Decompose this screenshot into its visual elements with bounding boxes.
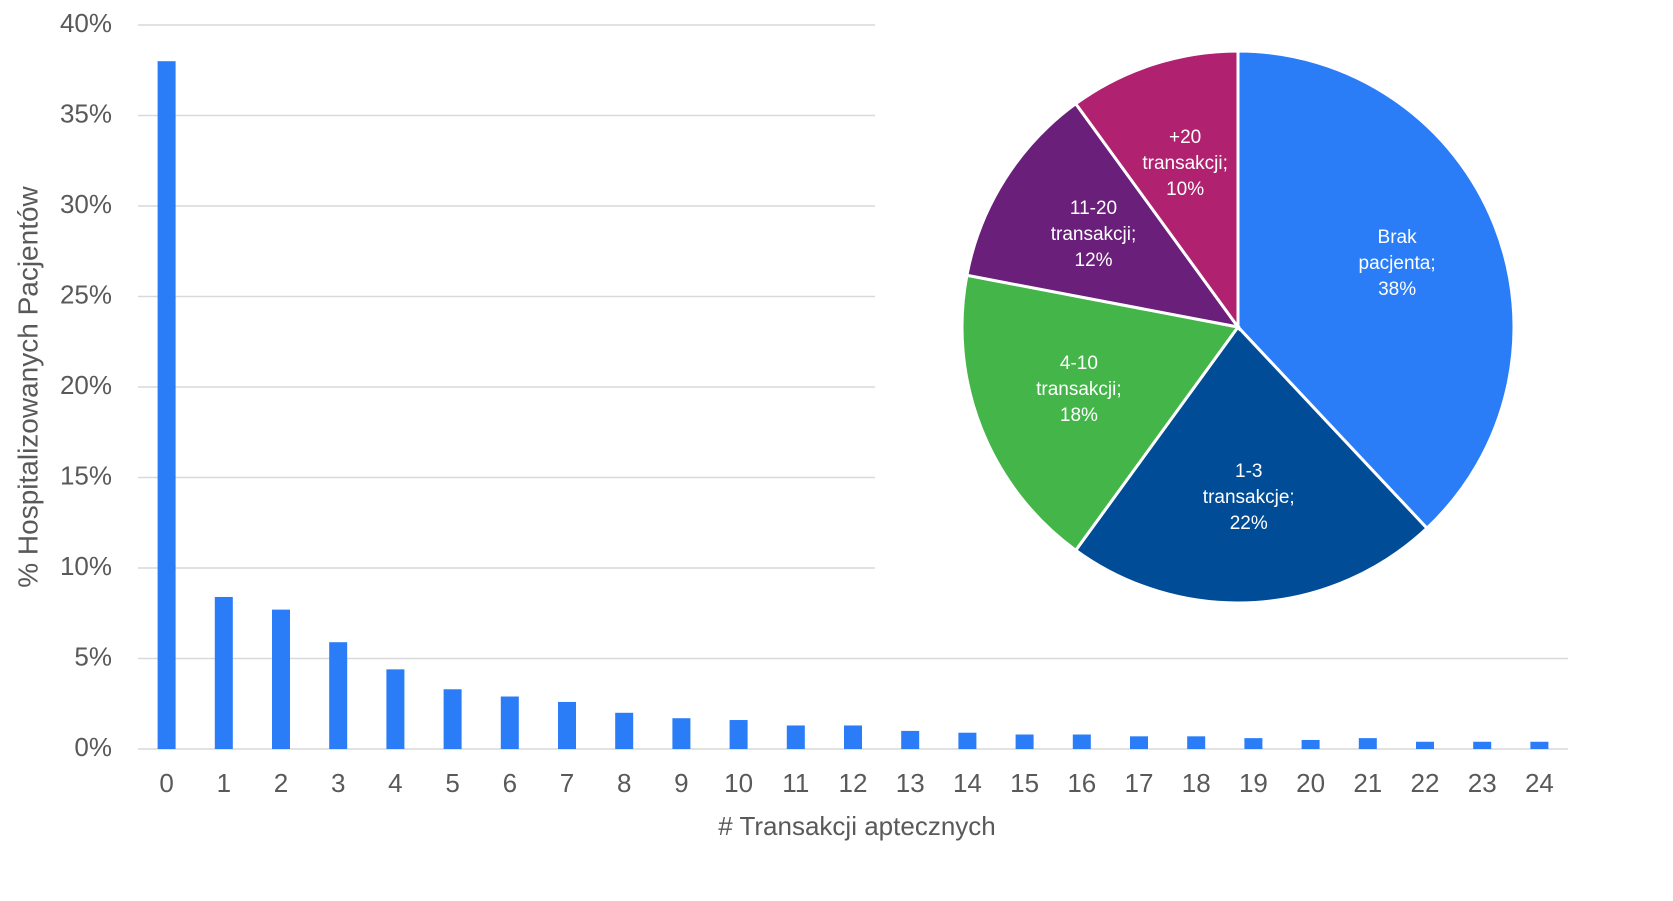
bar	[1015, 734, 1034, 749]
x-tick-label: 19	[1239, 768, 1268, 798]
bar	[901, 730, 920, 749]
bar	[272, 609, 290, 749]
bar	[786, 725, 805, 749]
x-tick-label: 1	[217, 768, 231, 798]
x-tick-label: 10	[724, 768, 753, 798]
y-axis-title: % Hospitalizowanych Pacjentów	[12, 185, 43, 587]
x-tick-label: 18	[1182, 768, 1211, 798]
slice-name: +20 transakcji;	[1142, 127, 1228, 175]
bar	[1072, 734, 1091, 749]
x-tick-label: 22	[1411, 768, 1440, 798]
y-tick-label: 15%	[60, 460, 112, 490]
bar	[443, 689, 462, 749]
y-tick-label: 40%	[60, 8, 112, 38]
bar	[844, 725, 862, 749]
pie-slice	[960, 273, 1241, 553]
bar	[1187, 736, 1206, 749]
slice-value: 10%	[1166, 179, 1205, 201]
bar	[672, 718, 691, 749]
x-tick-label: 3	[331, 768, 345, 798]
slice-label: 1-3 transakcje; 22%	[1194, 459, 1304, 537]
x-tick-label: 8	[617, 768, 631, 798]
x-tick-label: 12	[839, 768, 868, 798]
y-tick-label: 20%	[60, 370, 112, 400]
slice-name: Brak pacjenta;	[1358, 227, 1436, 274]
x-tick-label: 13	[896, 768, 925, 798]
bar	[500, 696, 519, 749]
x-tick-label: 7	[560, 768, 574, 798]
slice-label: +20 transakcji; 10%	[1130, 125, 1240, 203]
x-tick-label: 6	[503, 768, 517, 798]
pie-slice	[1236, 49, 1516, 531]
y-tick-label: 5%	[74, 641, 112, 671]
pie-slice	[1073, 324, 1430, 605]
slice-label: 4-10 transakcji; 18%	[1024, 351, 1134, 429]
x-tick-label: 0	[159, 768, 173, 798]
pie-slice	[1073, 49, 1240, 332]
slice-value: 22%	[1229, 512, 1268, 534]
y-tick-label: 30%	[60, 189, 112, 219]
x-tick-label: 5	[445, 768, 459, 798]
slice-value: 12%	[1074, 250, 1113, 272]
slice-name: 4-10 transakcji;	[1036, 352, 1122, 400]
bar	[214, 596, 233, 749]
slice-value: 38%	[1378, 279, 1417, 300]
x-tick-label: 14	[953, 768, 982, 798]
x-tick-label: 16	[1067, 768, 1096, 798]
bar	[386, 669, 405, 749]
slice-name: 1-3 transakcje;	[1202, 460, 1295, 508]
bar	[1130, 736, 1148, 749]
slice-label: Brak pacjenta; 38%	[1342, 225, 1452, 303]
slice-label: 11-20 transakcji; 12%	[1039, 196, 1149, 274]
x-tick-label: 9	[674, 768, 688, 798]
x-tick-label: 17	[1125, 768, 1154, 798]
bar	[1301, 739, 1320, 749]
x-axis-title: # Transakcji aptecznych	[718, 811, 995, 841]
bar	[558, 701, 576, 749]
bar	[1358, 738, 1377, 749]
x-tick-label: 15	[1010, 768, 1039, 798]
y-tick-label: 0%	[74, 732, 112, 762]
bar	[1473, 741, 1492, 749]
bar	[729, 720, 748, 749]
bar	[157, 61, 176, 749]
x-tick-label: 4	[388, 768, 402, 798]
bar	[1530, 741, 1549, 749]
x-tick-label: 2	[274, 768, 288, 798]
x-tick-label: 24	[1525, 768, 1554, 798]
bar	[1416, 741, 1434, 749]
bar	[329, 642, 348, 749]
bar	[615, 712, 634, 749]
slice-name: 11-20 transakcji;	[1050, 198, 1137, 246]
x-tick-label: 20	[1296, 768, 1325, 798]
bar	[958, 732, 977, 749]
slice-value: 18%	[1059, 404, 1098, 426]
y-tick-label: 35%	[60, 98, 112, 128]
x-tick-label: 21	[1353, 768, 1382, 798]
x-tick-label: 23	[1468, 768, 1497, 798]
y-tick-label: 25%	[60, 279, 112, 309]
y-tick-label: 10%	[60, 551, 112, 581]
x-tick-label: 11	[782, 768, 809, 798]
pie-slice	[965, 101, 1242, 330]
bar	[1244, 738, 1263, 749]
